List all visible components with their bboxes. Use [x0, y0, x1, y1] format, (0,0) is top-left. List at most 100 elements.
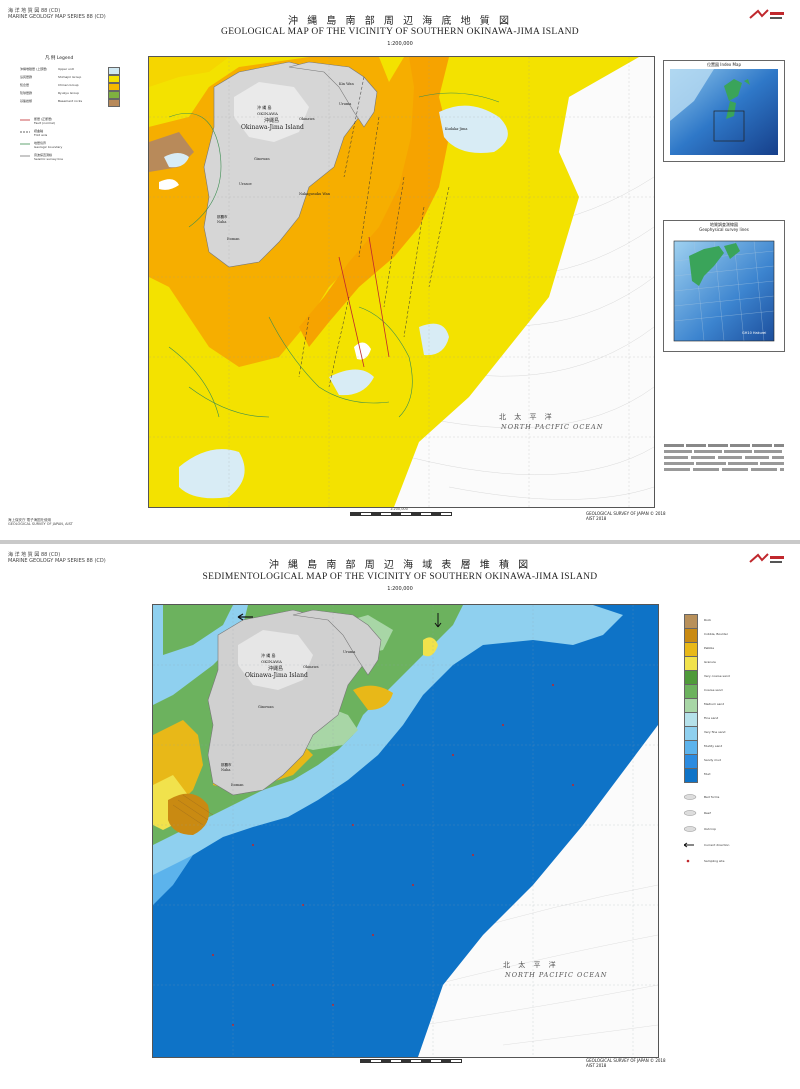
label-island-jp: 沖縄島 — [264, 118, 280, 124]
legend-label-jp: 知念層 — [20, 83, 30, 87]
index-map[interactable]: 位置図 Index Map — [663, 60, 785, 162]
label-island-en: Okinawa-Jima Island — [241, 124, 304, 131]
legend-label-en: Shimajiri Group — [58, 75, 82, 79]
sediment-swatch — [684, 642, 698, 657]
footer-right-line-1: GEOLOGICAL SURVEY OF JAPAN © 2018 — [586, 511, 666, 516]
sediment-label: Medium sand — [704, 702, 725, 706]
label2-ocean-en: NORTH PACIFIC OCEAN — [505, 971, 608, 979]
label2-island-en: Okinawa-Jima Island — [245, 672, 308, 679]
survey-ship-label: GH10 Hakurei — [742, 331, 767, 335]
label-ginowan: Ginowan — [254, 157, 270, 161]
scale-bar-2 — [360, 1059, 462, 1063]
series-jp-2: 海 洋 地 質 図 88 (CD) — [8, 552, 61, 558]
legend-symbol-jp: 断層 (正断層) — [34, 117, 53, 121]
footer-left-line-1: 海上保安庁 電子海図を使用 — [8, 518, 52, 522]
series-info-2: 海 洋 地 質 図 88 (CD) MARINE GEOLOGY MAP SER… — [8, 552, 106, 564]
label-okinawa-jp: 沖 縄 島 — [257, 105, 272, 110]
geological-map[interactable]: 沖 縄 島 OKINAWA 沖縄島 Okinawa-Jima Island 那覇… — [148, 56, 655, 508]
survey-line-map[interactable]: 地質調査測線図 Geophysical survey lines GH10 Ha… — [663, 220, 785, 352]
label-ocean-en: NORTH PACIFIC OCEAN — [501, 423, 604, 431]
footer-right: GEOLOGICAL SURVEY OF JAPAN © 2018 AIST 2… — [586, 511, 666, 521]
sediment-swatch — [684, 614, 698, 629]
legend-line-icon — [20, 155, 30, 157]
series-en: MARINE GEOLOGY MAP SERIES 88 (CD) — [8, 14, 106, 20]
legend-swatch — [108, 67, 120, 75]
label2-ginowan: Ginowan — [258, 705, 274, 709]
footer-right-line-2: AIST 2018 — [586, 516, 607, 521]
legend-symbol-jp: 地層境界 — [34, 141, 47, 145]
legend-swatch — [108, 99, 120, 107]
label2-uruma: Uruma — [343, 650, 356, 654]
legend-line-icon — [20, 131, 30, 133]
footer-left: 海上保安庁 電子海図を使用 GEOLOGICAL SURVEY OF JAPAN… — [8, 518, 73, 526]
sediment-label: Mud — [704, 772, 711, 776]
sediment-label: Sandy mud — [704, 758, 722, 762]
sediment-symbol-label: Sampling site — [704, 859, 725, 863]
sediment-label: Coarse sand — [704, 688, 723, 692]
label-ocean-jp: 北 太 平 洋 — [499, 413, 555, 421]
label-itoman: Itoman — [227, 237, 240, 241]
legend-swatch — [108, 83, 120, 91]
legend-label-en: Chinen Group — [58, 83, 79, 87]
legend-symbol-en: Geologic boundary — [34, 145, 63, 149]
legend: 凡 例 Legend 沖縄堆積層 (上部層) Upper unit 島尻層群 Shim… — [20, 55, 140, 215]
sediment-label: Granule — [704, 660, 716, 664]
label2-okinawa-jp: 沖 縄 島 — [261, 653, 276, 658]
scale-bar-label: 1:200,000 — [390, 507, 408, 511]
footer2-right-line-1: GEOLOGICAL SURVEY OF JAPAN © 2018 — [586, 1058, 666, 1063]
sediment-label: Fine sand — [704, 716, 719, 720]
sedimentological-map-sheet: 海 洋 地 質 図 88 (CD) MARINE GEOLOGY MAP SER… — [0, 544, 800, 1089]
legend-symbol-jp: 褶曲軸 — [34, 129, 44, 133]
sediment-symbol-icon — [684, 810, 697, 816]
label-uruma: Uruma — [339, 102, 352, 106]
aist-logo-icon — [749, 553, 784, 563]
label2-itoman: Itoman — [231, 783, 244, 787]
label-okinawa-en: OKINAWA — [257, 111, 278, 116]
survey-map-subtitle: Geophysical survey lines — [699, 227, 749, 232]
label2-ocean-jp: 北 太 平 洋 — [503, 961, 559, 969]
footer2-right-line-2: AIST 2018 — [586, 1063, 607, 1068]
sheet-divider — [0, 540, 800, 544]
scale-bar — [350, 512, 452, 516]
sediment-symbol-label: Outcrop — [704, 827, 716, 831]
label-urasoe: Urasoe — [239, 182, 252, 186]
label2-naha-jp: 那覇市 — [221, 763, 232, 767]
sediment-symbol-label: Current direction — [704, 843, 730, 847]
sediment-label: Very coarse sand — [704, 674, 730, 678]
legend-line-icon — [20, 143, 30, 145]
sedimentological-map[interactable]: 沖 縄 島 OKINAWA 沖縄島 Okinawa-Jima Island 那覇… — [152, 604, 659, 1058]
legend-label-en: Ryukyu Group — [58, 91, 79, 95]
sediment-symbol-icon — [684, 842, 694, 848]
legend-line-icon — [20, 119, 30, 121]
sediment-symbol-icon — [686, 859, 690, 863]
map-title-jp: 沖 縄 島 南 部 周 辺 海 底 地 質 図 — [288, 16, 512, 27]
sediment-swatch — [684, 768, 698, 783]
legend-heading: 凡 例 Legend — [45, 56, 74, 61]
geological-map-sheet: 海 洋 地 質 図 88 (CD) MARINE GEOLOGY MAP SER… — [0, 0, 800, 540]
footer-right-2: GEOLOGICAL SURVEY OF JAPAN © 2018 AIST 2… — [586, 1058, 666, 1068]
sediment-symbol-icon — [684, 826, 697, 832]
map2-scale: 1:200,000 — [387, 586, 413, 592]
label2-okinawa-en: OKINAWA — [261, 659, 282, 664]
sediment-label: Muddy sand — [704, 744, 723, 748]
legend-label-jp: 琉球層群 — [20, 91, 33, 95]
sediment-label: Pebble — [704, 646, 715, 650]
sediment-symbol-label: Bed forms — [704, 795, 720, 799]
label-naha-jp: 那覇市 — [217, 215, 228, 219]
label-kin-wan: Kin Wan — [339, 82, 354, 86]
legend-symbol-jp: 音波探査測線 — [34, 153, 53, 157]
sediment-swatch — [684, 754, 698, 769]
series-en-2: MARINE GEOLOGY MAP SERIES 88 (CD) — [8, 558, 106, 564]
map-scale: 1:200,000 — [387, 41, 413, 47]
legend-swatch — [108, 75, 120, 83]
footer-left-line-2: GEOLOGICAL SURVEY OF JAPAN, AIST — [8, 522, 73, 526]
index-map-title: 位置図 Index Map — [707, 62, 741, 67]
sediment-label: Rock — [704, 618, 712, 622]
map2-title-jp: 沖 縄 島 南 部 周 辺 海 域 表 層 堆 積 図 — [268, 560, 532, 571]
legend-symbol-en: Fault (normal) — [34, 121, 56, 125]
label-okinawa-city: Okinawa — [299, 117, 315, 121]
legend-label-jp: 島尻層群 — [20, 75, 33, 79]
label2-naha-en: Naha — [221, 768, 231, 772]
legend-symbol-en: Fold axis — [34, 133, 48, 137]
sediment-legend: Rock Cobble, Boulder Pebble Granule Very coa… — [684, 614, 774, 914]
